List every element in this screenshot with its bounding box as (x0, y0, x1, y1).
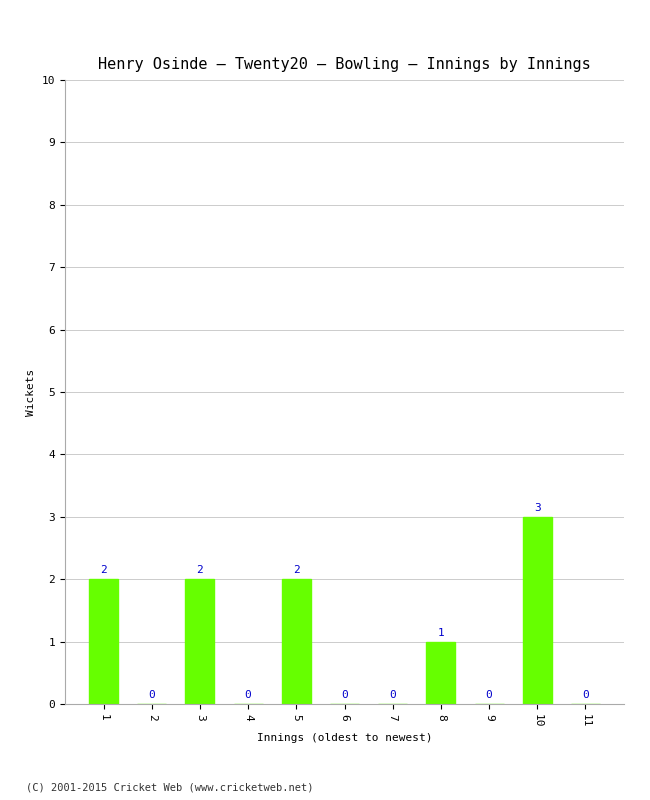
Text: 0: 0 (389, 690, 396, 700)
Text: 3: 3 (534, 503, 541, 513)
Text: 2: 2 (100, 566, 107, 575)
X-axis label: Innings (oldest to newest): Innings (oldest to newest) (257, 733, 432, 742)
Y-axis label: Wickets: Wickets (26, 368, 36, 416)
Text: 0: 0 (582, 690, 589, 700)
Text: 0: 0 (245, 690, 252, 700)
Bar (523, 517, 552, 704)
Title: Henry Osinde – Twenty20 – Bowling – Innings by Innings: Henry Osinde – Twenty20 – Bowling – Inni… (98, 57, 591, 72)
Bar (89, 579, 118, 704)
Text: 2: 2 (293, 566, 300, 575)
Text: 0: 0 (486, 690, 493, 700)
Bar (185, 579, 214, 704)
Text: 1: 1 (437, 628, 444, 638)
Text: 0: 0 (148, 690, 155, 700)
Text: 2: 2 (196, 566, 203, 575)
Bar (426, 642, 456, 704)
Text: (C) 2001-2015 Cricket Web (www.cricketweb.net): (C) 2001-2015 Cricket Web (www.cricketwe… (26, 782, 313, 792)
Bar (282, 579, 311, 704)
Text: 0: 0 (341, 690, 348, 700)
